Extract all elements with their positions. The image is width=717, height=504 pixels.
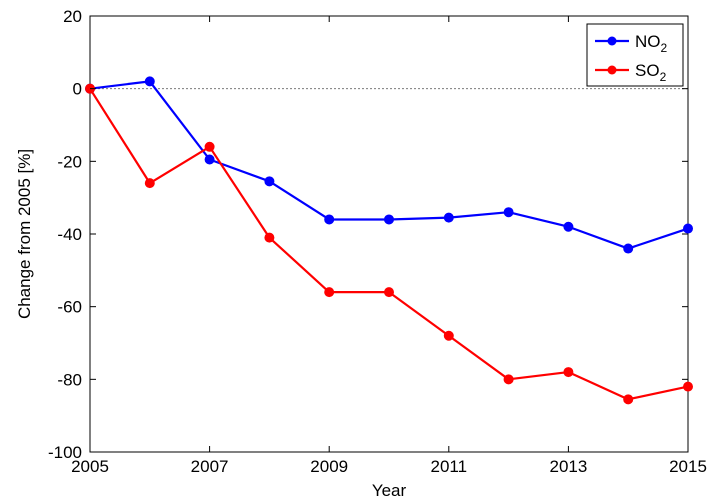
data-point-so2 <box>503 374 514 385</box>
series-so2 <box>85 83 693 405</box>
data-point-so2 <box>324 287 335 298</box>
legend-marker-no2 <box>607 36 617 46</box>
series-no2 <box>85 76 693 254</box>
x-tick-label: 2007 <box>191 457 229 476</box>
x-tick-label: 2011 <box>431 457 468 476</box>
data-point-no2 <box>144 76 155 87</box>
data-point-no2 <box>503 207 514 218</box>
legend-marker-so2 <box>607 65 617 75</box>
x-tick-label: 2009 <box>310 457 348 476</box>
data-point-no2 <box>324 214 335 225</box>
x-tick-label: 2005 <box>71 457 109 476</box>
ticks-layer: 2005 2007 2009 2011 2013 2015 20 0 -20 -40 -60 -80 -… <box>48 7 707 476</box>
y-tick-label: -80 <box>57 370 82 389</box>
data-point-no2 <box>264 176 275 187</box>
data-point-so2 <box>683 381 693 392</box>
y-tick-label: 0 <box>73 80 82 99</box>
x-tick-label: 2013 <box>549 457 587 476</box>
legend-box <box>586 23 684 87</box>
series-layer <box>85 76 693 405</box>
data-point-so2 <box>384 287 394 298</box>
x-tick-label: 2015 <box>669 457 707 476</box>
legend-label-no2: NO2 <box>635 32 668 55</box>
y-tick-label: -100 <box>48 443 82 462</box>
x-axis-label: Year <box>372 481 407 500</box>
data-point-no2 <box>563 221 574 232</box>
data-point-so2 <box>204 141 215 152</box>
data-point-no2 <box>384 214 394 225</box>
y-tick-label: -60 <box>57 298 82 317</box>
y-tick-label: -20 <box>57 152 82 171</box>
data-point-no2 <box>204 154 215 165</box>
data-point-so2 <box>563 367 574 378</box>
data-point-so2 <box>264 232 275 243</box>
y-tick-label: -40 <box>57 225 82 244</box>
data-point-no2 <box>683 223 693 234</box>
data-point-no2 <box>623 243 634 254</box>
data-point-so2 <box>443 330 454 341</box>
y-tick-label: 20 <box>63 7 82 26</box>
y-axis-label: Change from 2005 [%] <box>15 149 34 319</box>
data-point-so2 <box>144 178 155 189</box>
legend-label-so2: SO2 <box>635 61 667 84</box>
data-point-so2 <box>623 394 634 405</box>
data-point-no2 <box>443 212 454 223</box>
